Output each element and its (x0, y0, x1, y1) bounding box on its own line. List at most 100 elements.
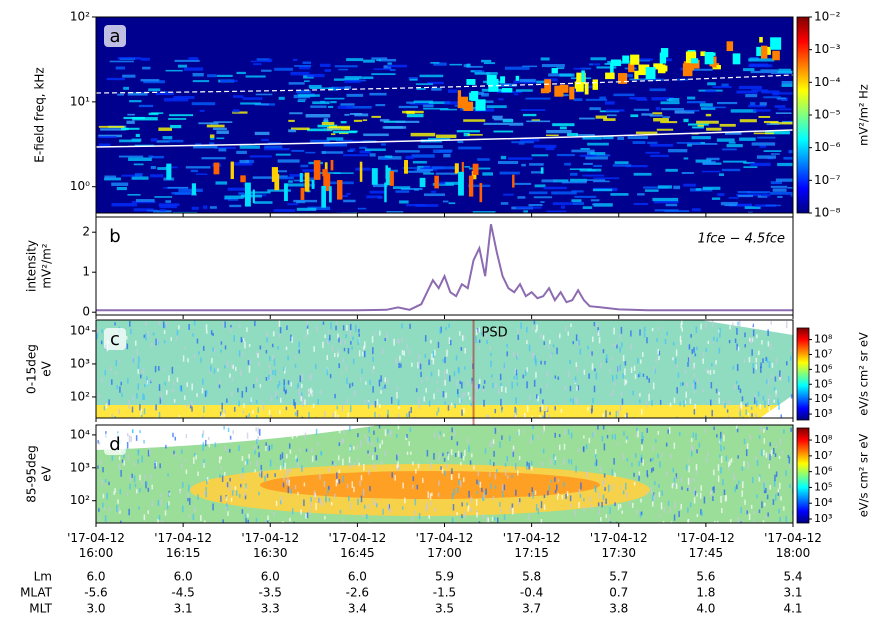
texture (265, 445, 267, 451)
texture (257, 445, 260, 449)
texture (181, 449, 183, 454)
texture (186, 382, 188, 387)
texture (173, 450, 175, 455)
texture (119, 510, 121, 514)
texture (700, 51, 706, 57)
texture (228, 198, 239, 201)
texture (649, 88, 666, 92)
texture (483, 329, 485, 334)
texture (518, 429, 520, 436)
texture (291, 149, 305, 152)
texture (374, 411, 376, 418)
texture (125, 335, 128, 340)
texture (585, 98, 608, 101)
texture (671, 483, 674, 489)
texture (554, 456, 557, 461)
texture (244, 514, 247, 519)
texture (137, 363, 140, 371)
texture (212, 332, 214, 336)
colorbar-tick-label: 10⁴ (814, 496, 833, 509)
spectrogram-texture (96, 425, 793, 523)
texture (605, 354, 608, 361)
texture (408, 349, 411, 355)
texture (342, 437, 345, 443)
texture (368, 427, 370, 433)
texture (418, 360, 420, 367)
texture (641, 408, 643, 415)
texture (408, 441, 410, 446)
x-tick-label: '17-04-12 16:30 (241, 531, 299, 560)
y-tick-label: 10³ (70, 460, 90, 474)
texture (787, 454, 790, 459)
texture (681, 172, 694, 175)
texture (721, 83, 729, 87)
texture (711, 56, 717, 68)
texture (679, 335, 682, 342)
texture (543, 425, 545, 432)
texture (741, 396, 744, 402)
texture (268, 364, 270, 369)
texture (617, 136, 625, 140)
texture (494, 408, 497, 414)
texture (633, 365, 636, 371)
texture (753, 132, 774, 135)
texture (111, 413, 113, 418)
texture (758, 476, 761, 482)
texture (293, 199, 318, 203)
texture (436, 411, 438, 416)
texture (411, 154, 435, 158)
texture (331, 86, 347, 90)
texture (574, 195, 597, 198)
texture (289, 449, 292, 454)
texture (586, 471, 588, 478)
texture (150, 379, 152, 383)
texture (758, 509, 761, 514)
texture (487, 517, 489, 523)
texture (154, 405, 156, 411)
texture (103, 506, 106, 511)
texture (646, 375, 648, 380)
texture (109, 60, 134, 63)
texture (210, 365, 212, 372)
texture (402, 110, 424, 114)
texture (457, 140, 464, 144)
texture (443, 457, 446, 462)
texture (685, 51, 697, 64)
texture (618, 73, 628, 84)
texture (236, 150, 247, 154)
texture (120, 470, 122, 477)
texture (147, 487, 150, 492)
texture (737, 194, 754, 198)
texture (533, 144, 557, 148)
texture (378, 425, 381, 429)
texture (676, 142, 701, 144)
texture (750, 162, 771, 167)
texture (766, 494, 769, 500)
texture (114, 488, 116, 493)
texture (765, 131, 790, 135)
texture (619, 504, 622, 509)
texture (553, 453, 555, 459)
texture (346, 398, 349, 405)
texture (290, 381, 292, 387)
texture (724, 204, 737, 207)
texture (457, 480, 460, 486)
texture (529, 163, 544, 166)
texture (621, 342, 623, 348)
texture (761, 340, 763, 345)
texture (770, 449, 773, 456)
texture (230, 161, 234, 180)
texture (321, 121, 335, 126)
texture (204, 390, 207, 397)
texture (260, 464, 263, 471)
texture (624, 414, 627, 418)
texture (199, 437, 202, 443)
texture (759, 404, 762, 410)
texture (501, 435, 503, 440)
texture (691, 349, 694, 354)
texture (179, 490, 182, 495)
texture (361, 368, 363, 374)
texture (224, 345, 227, 350)
texture (433, 432, 436, 438)
texture (337, 333, 339, 339)
